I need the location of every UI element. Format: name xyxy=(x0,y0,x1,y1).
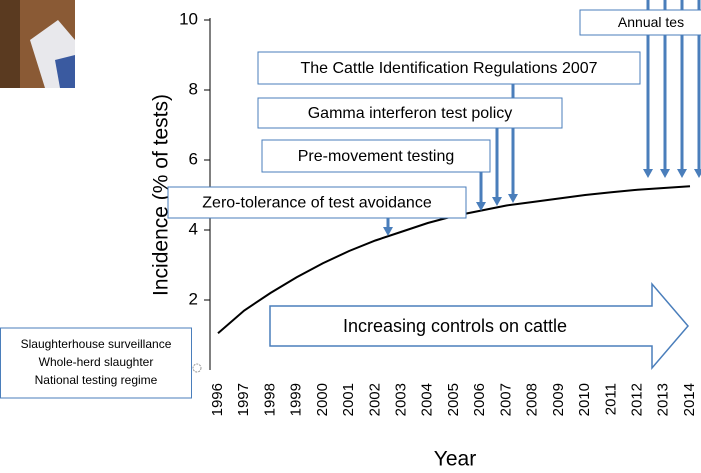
arrow-head xyxy=(492,197,502,206)
x-tick-label: 2012 xyxy=(629,383,646,416)
history-line: Slaughterhouse surveillance xyxy=(21,337,172,351)
x-tick-label: 2003 xyxy=(393,383,410,416)
x-tick-label: 2004 xyxy=(419,383,436,416)
y-tick-label: 4 xyxy=(189,219,198,238)
annotation-box xyxy=(257,51,641,85)
history-line: National testing regime xyxy=(35,373,158,387)
x-axis-label: Year xyxy=(434,448,476,471)
x-tick-label: 2005 xyxy=(445,383,462,416)
x-tick-label: 2014 xyxy=(681,383,698,416)
arrow-head xyxy=(476,202,486,211)
x-tick-label: 2009 xyxy=(550,383,567,416)
history-box xyxy=(0,327,192,399)
x-tick-label: 1997 xyxy=(235,383,252,416)
x-tick-label: 1996 xyxy=(209,383,226,416)
annotation-box xyxy=(579,9,701,36)
history-line: Whole-herd slaughter xyxy=(39,355,154,369)
annotation-text: Pre-movement testing xyxy=(298,148,455,165)
photo xyxy=(0,0,75,88)
controls-arrow xyxy=(269,281,689,371)
y-tick-label: 2 xyxy=(189,289,198,308)
arrow-head xyxy=(660,169,670,178)
x-tick-label: 2007 xyxy=(497,383,514,416)
x-tick-label: 2010 xyxy=(576,383,593,416)
controls-label: Increasing controls on cattle xyxy=(343,316,567,336)
arrow-head xyxy=(643,169,653,178)
arrow-head xyxy=(508,194,518,203)
arrow-head xyxy=(694,169,701,178)
x-tick-label: 2011 xyxy=(602,383,619,415)
annotation-box xyxy=(261,139,491,173)
x-tick-label: 2002 xyxy=(366,383,383,416)
y-tick-label: 8 xyxy=(189,79,198,98)
annotation-text: The Cattle Identification Regulations 20… xyxy=(300,60,597,77)
x-tick-label: 2000 xyxy=(314,383,331,416)
y-tick-label: 6 xyxy=(189,149,198,168)
annotation-text: Gamma interferon test policy xyxy=(308,105,513,122)
x-tick-label: 2006 xyxy=(471,383,488,416)
arrow-head xyxy=(677,169,687,178)
annotation-text: Zero-tolerance of test avoidance xyxy=(202,195,432,212)
x-tick-label: 1999 xyxy=(288,383,305,416)
x-tick-label: 2013 xyxy=(655,383,672,416)
annotation-box xyxy=(257,97,563,129)
arrow-head xyxy=(383,227,393,236)
x-tick-label: 2001 xyxy=(340,383,357,416)
icon xyxy=(192,363,202,373)
x-tick-label: 1998 xyxy=(261,383,278,416)
annotation-text: Annual tes xyxy=(618,14,684,30)
y-tick-label: 10 xyxy=(179,9,198,28)
x-tick-label: 2008 xyxy=(524,383,541,416)
y-axis-label: Incidence (% of tests) xyxy=(150,94,173,296)
annotation-box xyxy=(167,186,467,219)
